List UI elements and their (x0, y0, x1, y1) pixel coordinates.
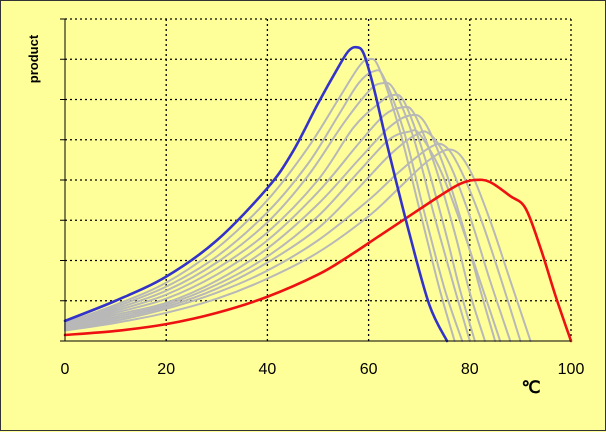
series-line-gray (64, 130, 512, 342)
series-line-gray (64, 148, 532, 342)
x-tick-labels: 0 20 40 60 80 100 (61, 361, 585, 378)
series-line-blue (63, 45, 449, 343)
x-tick-label: 0 (61, 361, 70, 378)
series-line-gray (64, 113, 497, 342)
y-axis-label: product (26, 34, 41, 83)
x-tick-label: 100 (558, 361, 585, 378)
series-line-gray (64, 81, 471, 342)
series-line-gray (64, 129, 502, 342)
series-line-gray (64, 69, 464, 342)
axes (60, 18, 571, 342)
x-tick-label: 20 (157, 361, 175, 378)
x-tick-label: 80 (461, 361, 479, 378)
series-group (63, 45, 573, 343)
series-line-gray (64, 93, 476, 342)
x-axis-label: ℃ (521, 378, 540, 397)
x-tick-label: 60 (360, 361, 378, 378)
series-line-gray (64, 105, 486, 342)
x-tick-label: 40 (259, 361, 277, 378)
series-line-gray (64, 142, 522, 342)
series-line-red (63, 178, 573, 343)
